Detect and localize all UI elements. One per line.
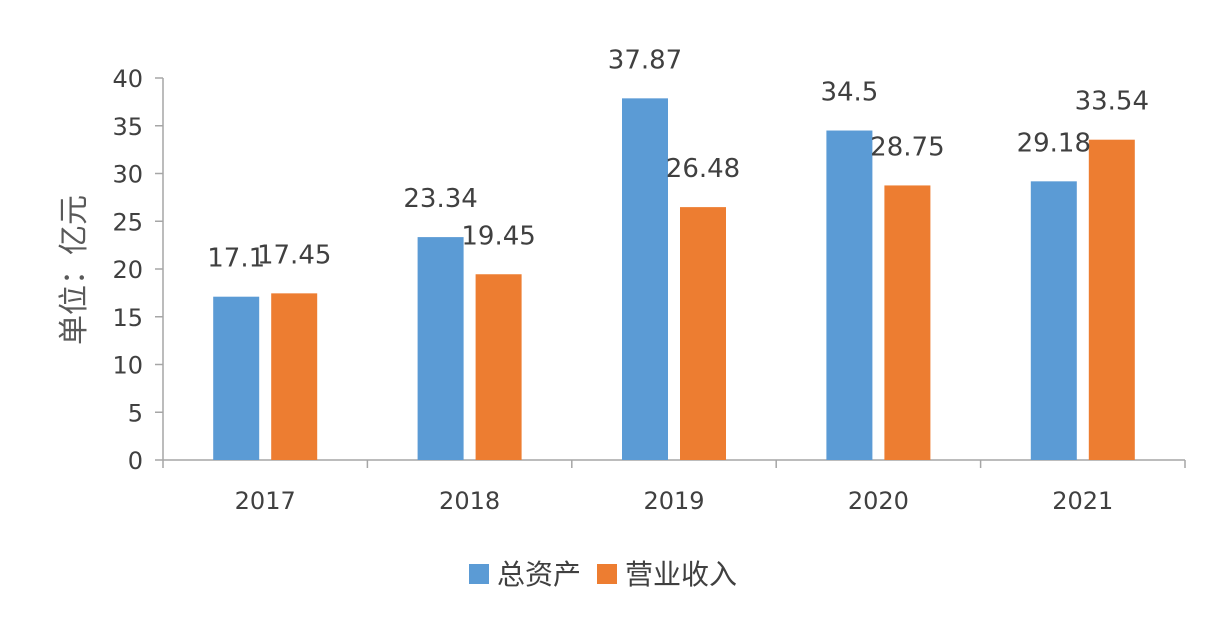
y-tick-label: 20 [112, 256, 143, 284]
legend: 总资产 营业收入 [469, 558, 737, 591]
y-tick-label: 5 [128, 399, 143, 427]
y-axis: 0 5 10 15 20 25 30 35 40 [112, 65, 164, 475]
y-tick-label: 35 [112, 113, 143, 141]
bar-total-assets [826, 130, 873, 460]
bar-revenue [271, 293, 318, 460]
bar-revenue [884, 185, 931, 460]
bar-total-assets [1030, 181, 1077, 460]
y-tick-label: 25 [112, 208, 143, 236]
data-label: 17.45 [257, 240, 331, 270]
data-labels: 17.1 23.34 37.87 34.5 29.18 17.45 19.45 26.48 28… [207, 45, 1149, 273]
x-tick-label: 2021 [1052, 487, 1113, 515]
bar-total-assets [417, 237, 464, 460]
y-tick-label: 30 [112, 161, 143, 189]
legend-label: 营业收入 [625, 558, 737, 591]
bar-revenue [1088, 139, 1135, 460]
x-tick-label: 2020 [848, 487, 909, 515]
data-label: 33.54 [1075, 87, 1149, 117]
data-label: 37.87 [608, 45, 682, 75]
legend-label: 总资产 [497, 558, 581, 591]
y-tick-label: 40 [112, 65, 143, 93]
y-tick-label: 15 [112, 304, 143, 332]
data-label: 26.48 [666, 154, 740, 184]
y-axis-title: 单位：亿元 [57, 195, 92, 345]
y-tick-label: 0 [128, 447, 143, 475]
data-label: 34.5 [820, 78, 878, 108]
x-axis: 2017 2018 2019 2020 2021 [162, 459, 1186, 515]
data-label: 28.75 [870, 132, 944, 162]
bar-revenue [680, 207, 726, 460]
bar-revenue [475, 274, 522, 460]
legend-swatch [469, 564, 489, 584]
bar-total-assets [213, 296, 260, 460]
bar-total-assets [622, 98, 668, 461]
y-tick-label: 10 [112, 352, 143, 380]
data-label: 19.45 [461, 221, 535, 251]
data-label: 29.18 [1017, 128, 1091, 158]
x-tick-label: 2019 [643, 487, 704, 515]
x-tick-label: 2017 [235, 487, 296, 515]
legend-swatch [597, 564, 617, 584]
data-label: 17.1 [207, 244, 265, 274]
data-label: 23.34 [403, 184, 477, 214]
bars [213, 98, 1135, 461]
x-tick-label: 2018 [439, 487, 500, 515]
